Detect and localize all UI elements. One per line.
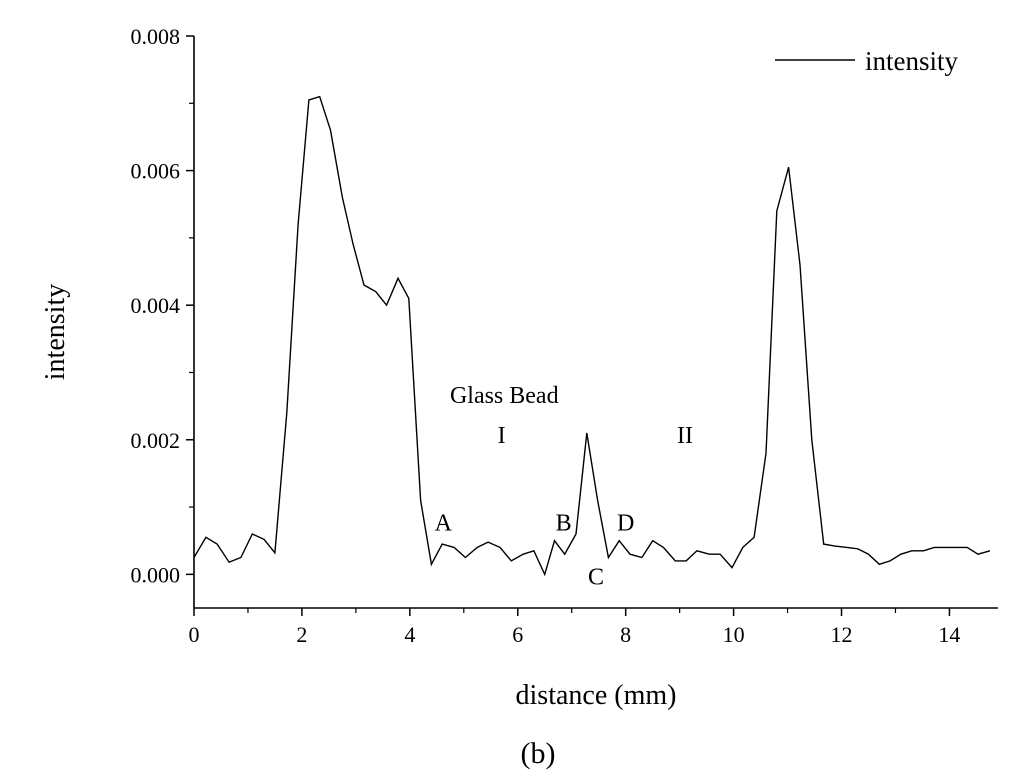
annotation-label: D xyxy=(617,511,634,537)
x-tick-label: 0 xyxy=(189,622,200,647)
annotation-label: I xyxy=(498,423,506,449)
x-tick-label: 12 xyxy=(831,622,853,647)
y-tick-label: 0.006 xyxy=(131,159,181,184)
x-tick-label: 8 xyxy=(620,622,631,647)
y-tick-label: 0.004 xyxy=(131,293,181,318)
annotation-label: Glass Bead xyxy=(450,383,559,409)
annotation-label: A xyxy=(435,511,453,537)
annotation-label: B xyxy=(556,511,572,537)
y-tick-label: 0.002 xyxy=(131,428,181,453)
x-tick-label: 2 xyxy=(296,622,307,647)
legend: intensity xyxy=(775,46,958,76)
x-tick-label: 10 xyxy=(723,622,745,647)
legend-label-intensity: intensity xyxy=(865,46,958,76)
x-tick-label: 6 xyxy=(512,622,523,647)
annotation-label: II xyxy=(677,423,693,449)
x-axis-title: distance (mm) xyxy=(516,680,677,711)
x-tick-label: 4 xyxy=(404,622,415,647)
y-tick-label: 0.008 xyxy=(131,24,181,49)
series-layer xyxy=(193,95,991,577)
annotation-label: C xyxy=(588,564,604,590)
y-axis-title: intensity xyxy=(40,284,71,380)
panel-label: (b) xyxy=(521,737,556,770)
x-tick-label: 14 xyxy=(938,622,960,647)
y-tick-label: 0.000 xyxy=(131,562,181,587)
axes: 0 2 4 6 8 10 12 14 0.000 0.002 0.004 0.006 0.008 xyxy=(131,24,998,647)
series-line-intensity xyxy=(193,95,991,577)
